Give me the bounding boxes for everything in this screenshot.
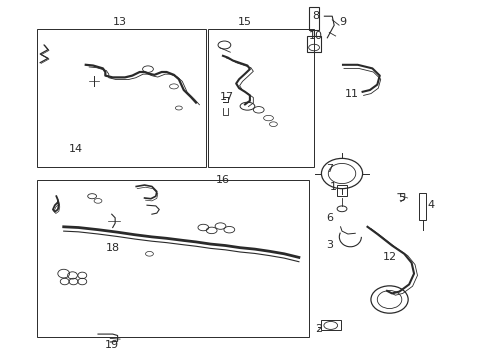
- Bar: [321, 320, 341, 330]
- Text: 13: 13: [113, 17, 127, 27]
- Text: 14: 14: [69, 144, 83, 154]
- Text: 19: 19: [105, 340, 119, 350]
- Text: 11: 11: [345, 89, 359, 99]
- Bar: [419, 193, 426, 220]
- Text: 5: 5: [398, 193, 405, 203]
- Bar: [208, 29, 314, 167]
- Text: 4: 4: [428, 200, 435, 210]
- Text: 3: 3: [326, 240, 333, 250]
- Bar: [337, 185, 347, 196]
- Text: 1: 1: [330, 182, 337, 192]
- Bar: [307, 36, 321, 52]
- Bar: [37, 180, 309, 337]
- Text: 10: 10: [309, 31, 323, 41]
- Text: 6: 6: [326, 213, 333, 223]
- Text: 9: 9: [340, 17, 346, 27]
- Text: 15: 15: [238, 17, 252, 27]
- Bar: [37, 29, 206, 167]
- Text: 18: 18: [106, 243, 120, 253]
- Text: 7: 7: [326, 164, 333, 174]
- Text: 8: 8: [313, 11, 319, 21]
- Text: 2: 2: [315, 324, 322, 334]
- Text: 17: 17: [220, 92, 234, 102]
- Text: 16: 16: [216, 175, 230, 185]
- Bar: [309, 7, 319, 30]
- Text: 12: 12: [383, 252, 397, 262]
